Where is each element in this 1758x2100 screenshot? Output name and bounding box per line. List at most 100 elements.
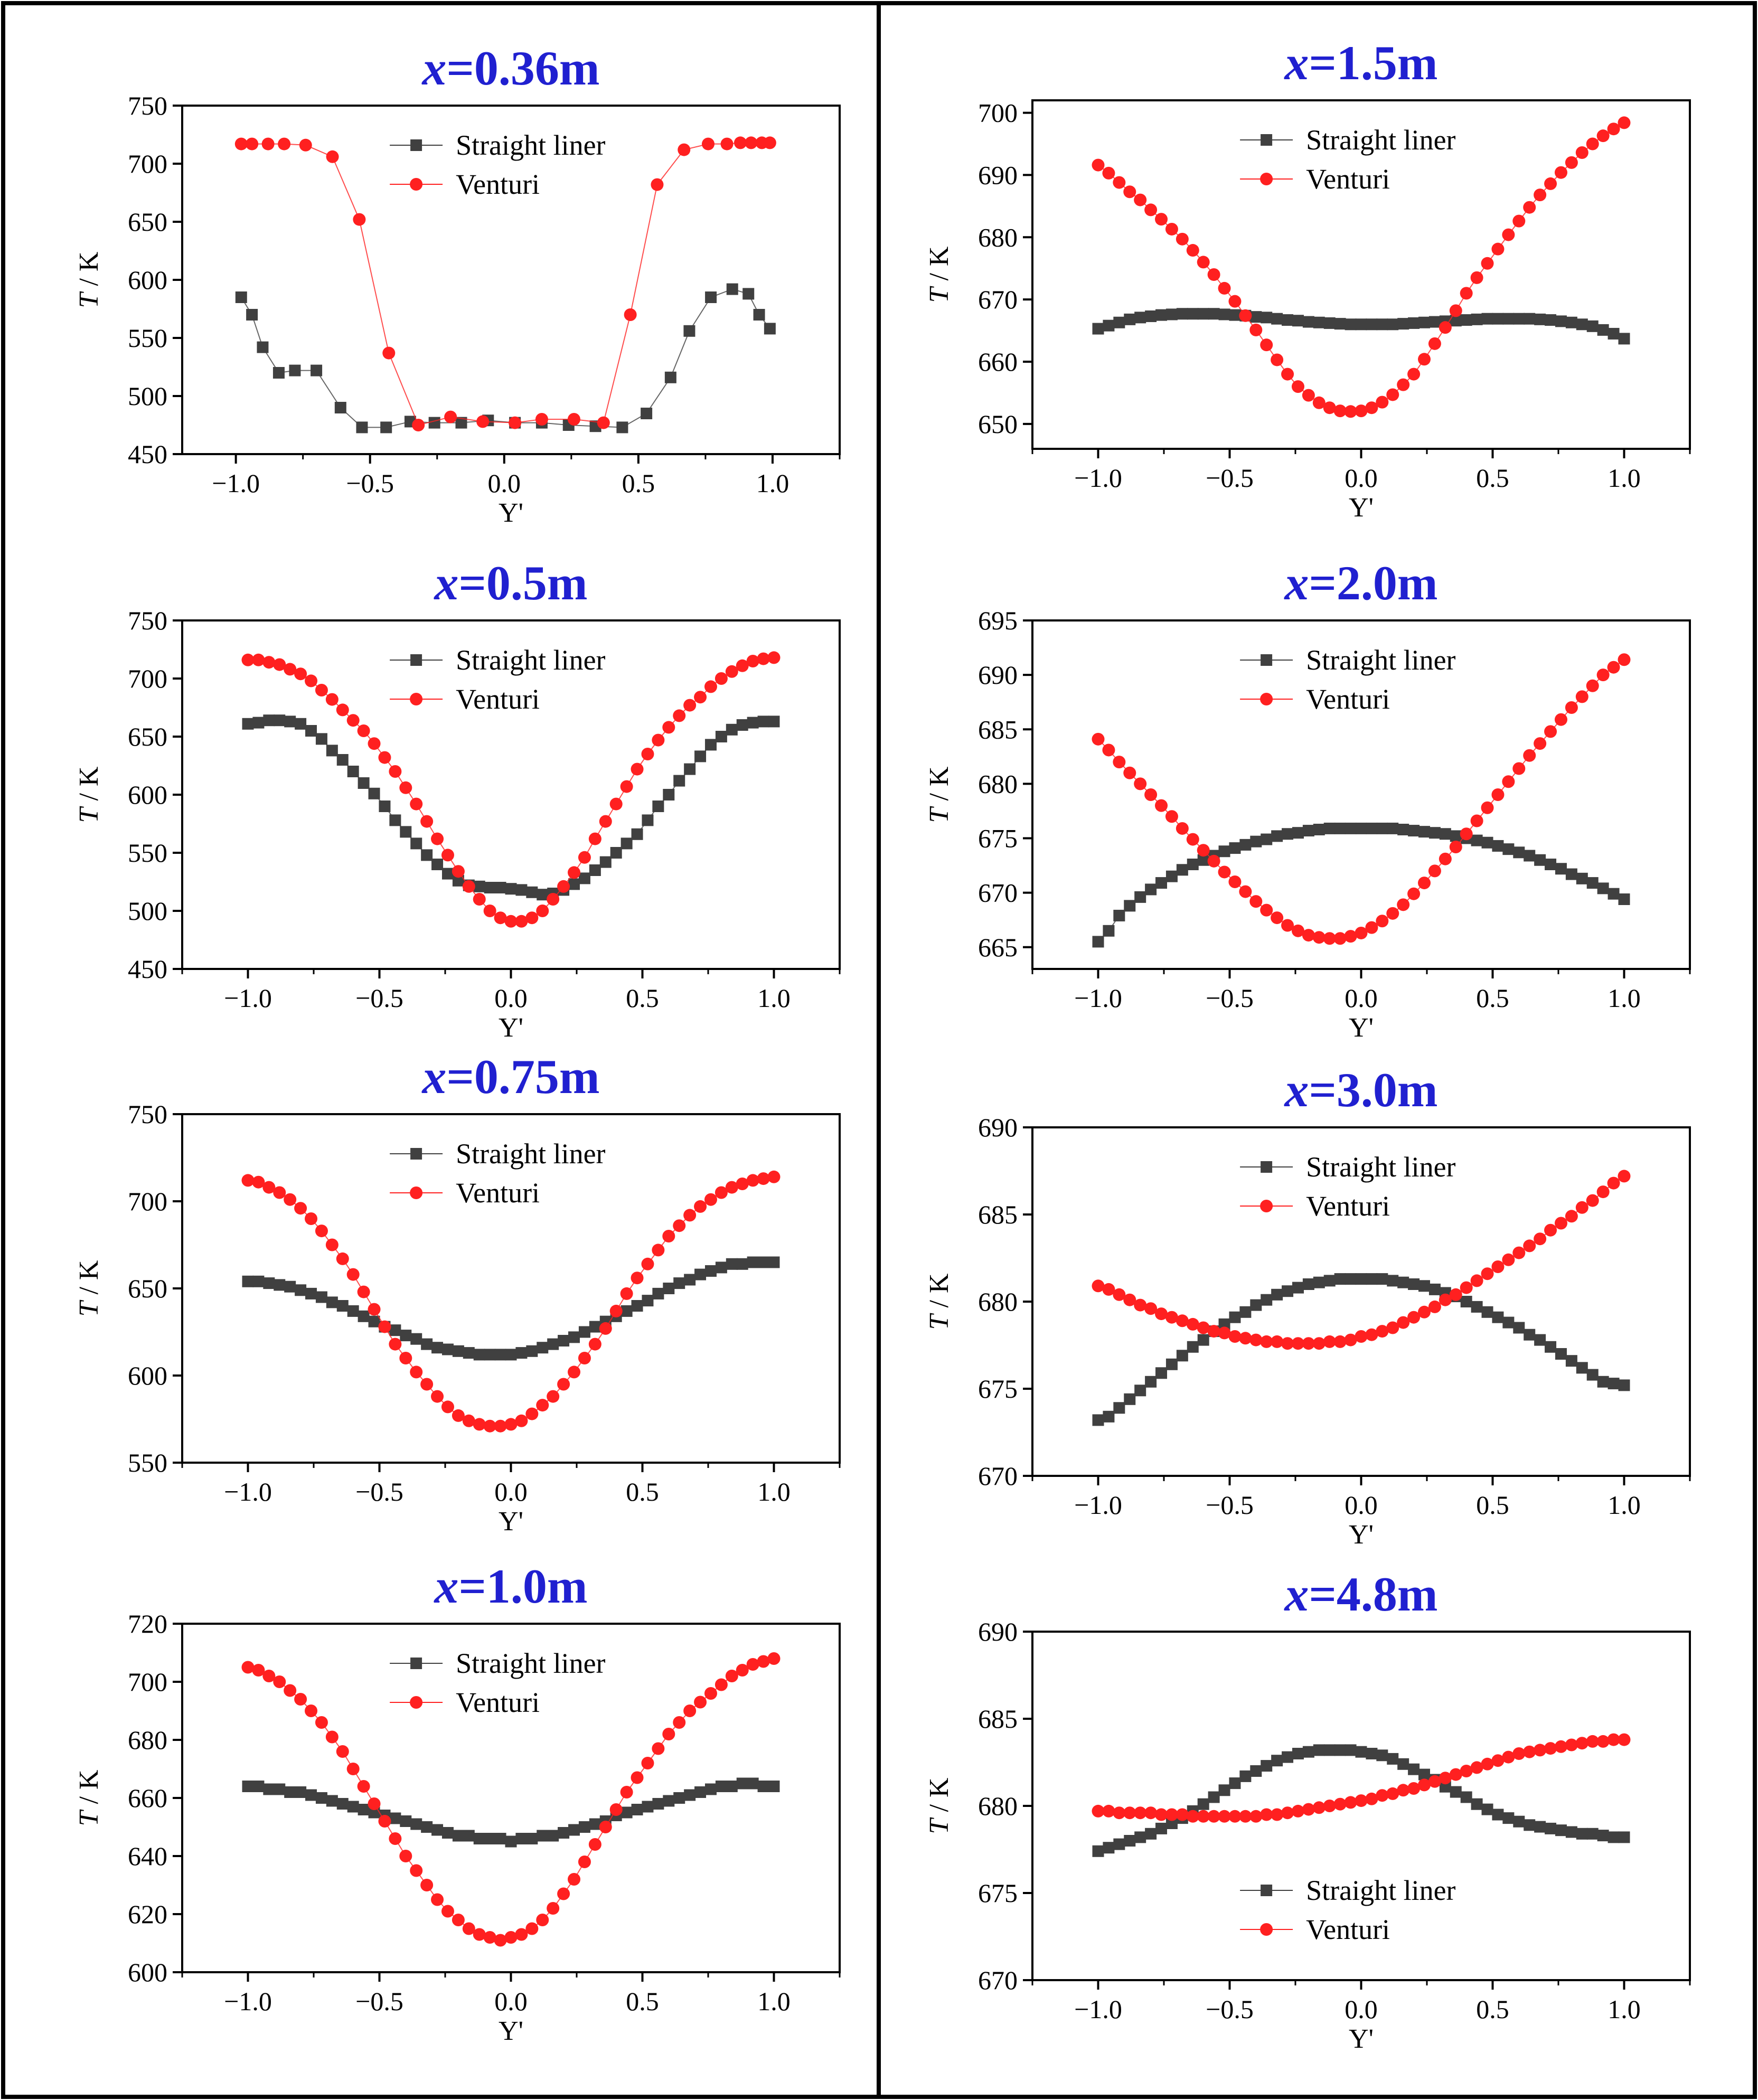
- data-point-venturi: [1586, 1735, 1599, 1748]
- data-point-venturi: [652, 1244, 665, 1257]
- data-point-venturi: [504, 1418, 518, 1431]
- data-point-straight-liner: [1397, 824, 1409, 835]
- data-point-venturi: [368, 737, 381, 750]
- data-point-venturi: [1470, 1761, 1483, 1774]
- data-point-straight-liner: [757, 1256, 769, 1268]
- data-point-straight-liner: [494, 882, 506, 893]
- data-point-straight-liner: [1387, 1275, 1399, 1287]
- data-point-straight-liner: [704, 1265, 717, 1277]
- data-point-straight-liner: [1124, 900, 1136, 912]
- data-point-venturi: [1460, 1281, 1473, 1294]
- data-point-venturi: [252, 1175, 265, 1189]
- data-point-straight-liner: [1134, 312, 1146, 324]
- data-point-straight-liner: [311, 364, 323, 376]
- data-point-straight-liner: [1471, 1301, 1483, 1313]
- data-point-straight-liner: [368, 1315, 380, 1327]
- data-point-straight-liner: [1607, 1378, 1620, 1390]
- data-point-venturi: [336, 1252, 349, 1265]
- data-point-venturi: [1312, 931, 1325, 944]
- data-point-venturi: [1176, 232, 1189, 246]
- data-point-straight-liner: [1513, 1815, 1525, 1828]
- data-point-venturi: [441, 1905, 454, 1918]
- data-point-straight-liner: [1471, 1798, 1483, 1810]
- data-point-venturi: [399, 1850, 412, 1862]
- data-point-venturi: [1271, 1808, 1284, 1821]
- data-point-venturi: [1523, 749, 1536, 762]
- data-point-straight-liner: [1282, 828, 1294, 840]
- data-point-straight-liner: [1534, 854, 1546, 866]
- data-point-venturi: [336, 703, 349, 717]
- x-tick-label: 0.0: [494, 1477, 528, 1506]
- data-point-straight-liner: [526, 1833, 538, 1844]
- chart-title: x=2.0m: [1283, 556, 1437, 610]
- data-point-straight-liner: [1176, 1350, 1188, 1362]
- data-point-straight-liner: [1313, 316, 1325, 328]
- legend-marker-circle: [410, 1696, 423, 1709]
- data-point-venturi: [1418, 877, 1431, 890]
- data-point-straight-liner: [747, 717, 759, 729]
- y-tick-label: 750: [128, 1099, 167, 1129]
- data-point-venturi: [547, 1390, 560, 1403]
- x-tick-label: 0.5: [1476, 1490, 1509, 1520]
- data-point-straight-liner: [1155, 1367, 1168, 1379]
- data-point-straight-liner: [252, 717, 265, 729]
- data-point-straight-liner: [1239, 1770, 1252, 1782]
- data-point-venturi: [1323, 932, 1336, 945]
- data-point-venturi: [252, 1664, 265, 1677]
- data-point-venturi: [673, 709, 686, 722]
- data-point-venturi: [336, 1745, 349, 1758]
- data-point-straight-liner: [1555, 315, 1567, 327]
- data-point-venturi: [1491, 788, 1505, 801]
- chart-panel-2: x=0.5m −1.0 −0.5 0.0 0.5 1.0 450 500 550 600 650 70…: [74, 556, 841, 1043]
- data-point-venturi: [1333, 404, 1347, 418]
- data-point-venturi: [746, 1174, 759, 1187]
- data-point-straight-liner: [1103, 319, 1115, 332]
- data-point-straight-liner: [1597, 1830, 1609, 1842]
- y-tick-label: 650: [128, 207, 167, 237]
- data-point-straight-liner: [1618, 893, 1630, 905]
- data-point-straight-liner: [1134, 1831, 1146, 1843]
- y-tick-label: 650: [978, 409, 1018, 439]
- data-point-straight-liner: [326, 745, 338, 757]
- data-point-venturi: [567, 413, 580, 426]
- y-tick-label: 670: [978, 1461, 1018, 1491]
- data-point-venturi: [1134, 1806, 1147, 1820]
- x-tick-label: 0.5: [626, 983, 659, 1013]
- x-tick-label: 0.0: [1345, 463, 1378, 493]
- data-point-straight-liner: [684, 1274, 696, 1286]
- data-point-straight-liner: [1534, 1334, 1546, 1346]
- data-point-venturi: [1596, 129, 1610, 143]
- data-point-venturi: [357, 1780, 370, 1793]
- data-point-straight-liner: [589, 864, 601, 876]
- data-point-straight-liner: [463, 1347, 475, 1359]
- x-tick-label: 0.5: [1476, 1994, 1509, 2024]
- data-point-venturi: [609, 1803, 623, 1816]
- data-point-venturi: [1228, 875, 1242, 888]
- data-point-venturi: [745, 136, 758, 149]
- data-point-straight-liner: [1229, 309, 1241, 321]
- data-point-straight-liner: [1534, 1821, 1546, 1833]
- data-point-straight-liner: [428, 417, 440, 429]
- data-point-straight-liner: [621, 1305, 633, 1317]
- data-point-venturi: [1155, 1808, 1168, 1821]
- data-point-straight-liner: [1576, 318, 1588, 331]
- data-point-straight-liner: [694, 1786, 707, 1798]
- data-point-venturi: [515, 915, 528, 928]
- data-point-venturi: [1123, 185, 1136, 199]
- data-point-straight-liner: [1229, 842, 1241, 854]
- data-point-straight-liner: [1282, 1285, 1294, 1297]
- data-point-venturi: [382, 346, 396, 360]
- data-point-venturi: [441, 849, 454, 862]
- y-tick-label: 550: [128, 1448, 167, 1477]
- data-point-straight-liner: [1218, 1784, 1230, 1796]
- data-point-straight-liner: [1481, 1803, 1493, 1815]
- data-point-venturi: [1333, 1797, 1347, 1811]
- data-point-straight-liner: [400, 1330, 412, 1342]
- data-point-venturi: [515, 1928, 528, 1941]
- data-point-straight-liner: [1208, 308, 1220, 320]
- data-point-venturi: [1302, 1803, 1315, 1816]
- data-point-straight-liner: [473, 880, 485, 892]
- x-tick-label: 0.0: [1345, 1490, 1378, 1520]
- data-point-straight-liner: [1376, 1273, 1388, 1285]
- data-point-venturi: [1565, 156, 1578, 169]
